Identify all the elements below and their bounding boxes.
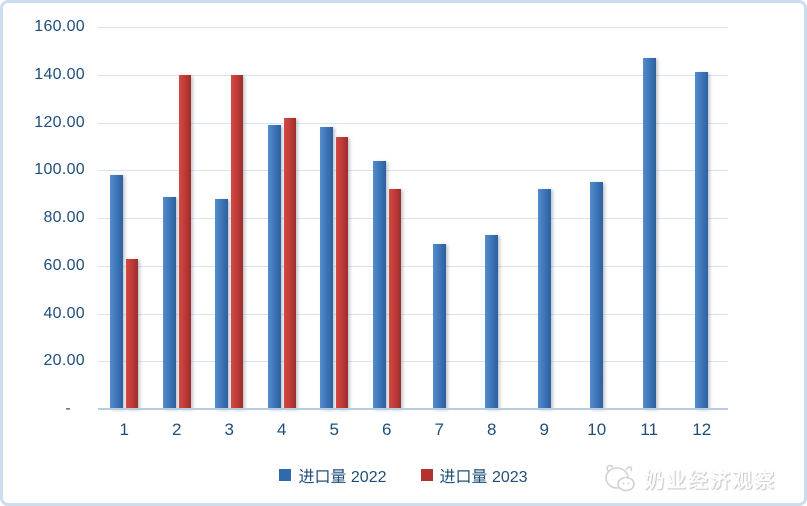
x-tick-label: 10 [587, 420, 607, 439]
bar-进口量2023-month-5 [336, 136, 349, 409]
x-tick-label: 6 [382, 420, 392, 439]
x-tick-label: 8 [487, 420, 497, 439]
x-axis-line [98, 408, 728, 410]
bars [98, 27, 728, 409]
watermark-text: 奶业经济观察 [644, 469, 776, 492]
bar-进口量2023-month-3 [231, 74, 244, 409]
month-group-8 [466, 27, 519, 409]
x-axis-tick-labels: 1 2 3 4 5 6 7 8 9 10 11 12 [98, 420, 728, 440]
month-group-3 [203, 27, 256, 409]
gridline [98, 218, 728, 219]
month-group-5 [308, 27, 361, 409]
gridline [98, 74, 728, 76]
gridline [98, 313, 728, 315]
bar-进口量2022-month-8 [485, 234, 499, 409]
y-tick-label: 60.00 [43, 256, 85, 274]
gridline [98, 361, 728, 363]
x-tick-label: 1 [119, 420, 129, 439]
month-group-11 [623, 27, 676, 409]
month-group-4 [256, 27, 309, 409]
legend-swatch-icon [279, 469, 292, 481]
x-tick-label: 2 [172, 420, 182, 439]
legend-item: 进口量 2023 [420, 463, 528, 487]
y-tick-label: - [65, 400, 71, 417]
plot-area [98, 27, 728, 410]
bar-进口量2022-month-6 [372, 160, 386, 409]
y-tick-label: 100.00 [34, 161, 85, 179]
month-group-9 [518, 27, 571, 409]
y-tick-label: 20.00 [43, 352, 85, 370]
bar-进口量2022-month-9 [537, 189, 551, 409]
legend-swatch-icon [420, 469, 433, 481]
bar-进口量2023-month-2 [178, 74, 191, 409]
y-tick-label: 120.00 [34, 113, 85, 131]
x-tick-label: 3 [224, 420, 234, 439]
bar-进口量2022-month-1 [110, 175, 124, 409]
bar-进口量2022-month-12 [695, 72, 709, 409]
x-tick-label: 11 [640, 420, 659, 439]
legend-label: 进口量 2023 [439, 469, 528, 486]
month-group-7 [413, 27, 466, 409]
bar-进口量2022-month-5 [320, 127, 334, 409]
legend: 进口量 2022 进口量 2023 [3, 463, 804, 487]
legend-item: 进口量 2022 [279, 463, 387, 487]
bar-进口量2022-month-2 [162, 196, 176, 409]
bar-进口量2022-month-4 [267, 124, 281, 409]
gridline [98, 27, 728, 28]
y-axis-tick-labels: - 20.00 40.00 60.00 80.00 100.00 120.00 140.00 1… [3, 18, 85, 417]
x-tick-label: 12 [692, 420, 712, 439]
month-group-2 [151, 27, 204, 409]
month-group-6 [361, 27, 414, 409]
cow-face-logo-icon [602, 463, 636, 493]
y-tick-label: 80.00 [43, 209, 85, 226]
y-tick-label: 40.00 [43, 304, 85, 322]
bar-进口量2022-month-10 [590, 182, 604, 409]
bar-进口量2023-month-1 [126, 258, 139, 409]
bar-进口量2023-month-4 [283, 117, 296, 409]
month-group-10 [571, 27, 624, 409]
watermark: 奶业经济观察 [602, 463, 776, 493]
y-tick-label: 140.00 [34, 65, 85, 83]
x-tick-label: 4 [277, 420, 287, 439]
x-tick-label: 7 [434, 420, 444, 439]
legend-label: 进口量 2022 [298, 469, 387, 486]
month-group-1 [98, 27, 151, 409]
gridline [98, 170, 728, 172]
bar-进口量2023-month-6 [388, 189, 401, 409]
y-tick-label: 160.00 [34, 18, 85, 35]
x-tick-label: 9 [539, 420, 549, 439]
bar-进口量2022-month-7 [432, 244, 446, 409]
gridline [98, 265, 728, 267]
bar-进口量2022-month-3 [215, 198, 229, 409]
x-tick-label: 5 [329, 420, 339, 439]
bar-进口量2022-month-11 [642, 58, 656, 409]
gridline [98, 122, 728, 124]
month-group-12 [676, 27, 729, 409]
